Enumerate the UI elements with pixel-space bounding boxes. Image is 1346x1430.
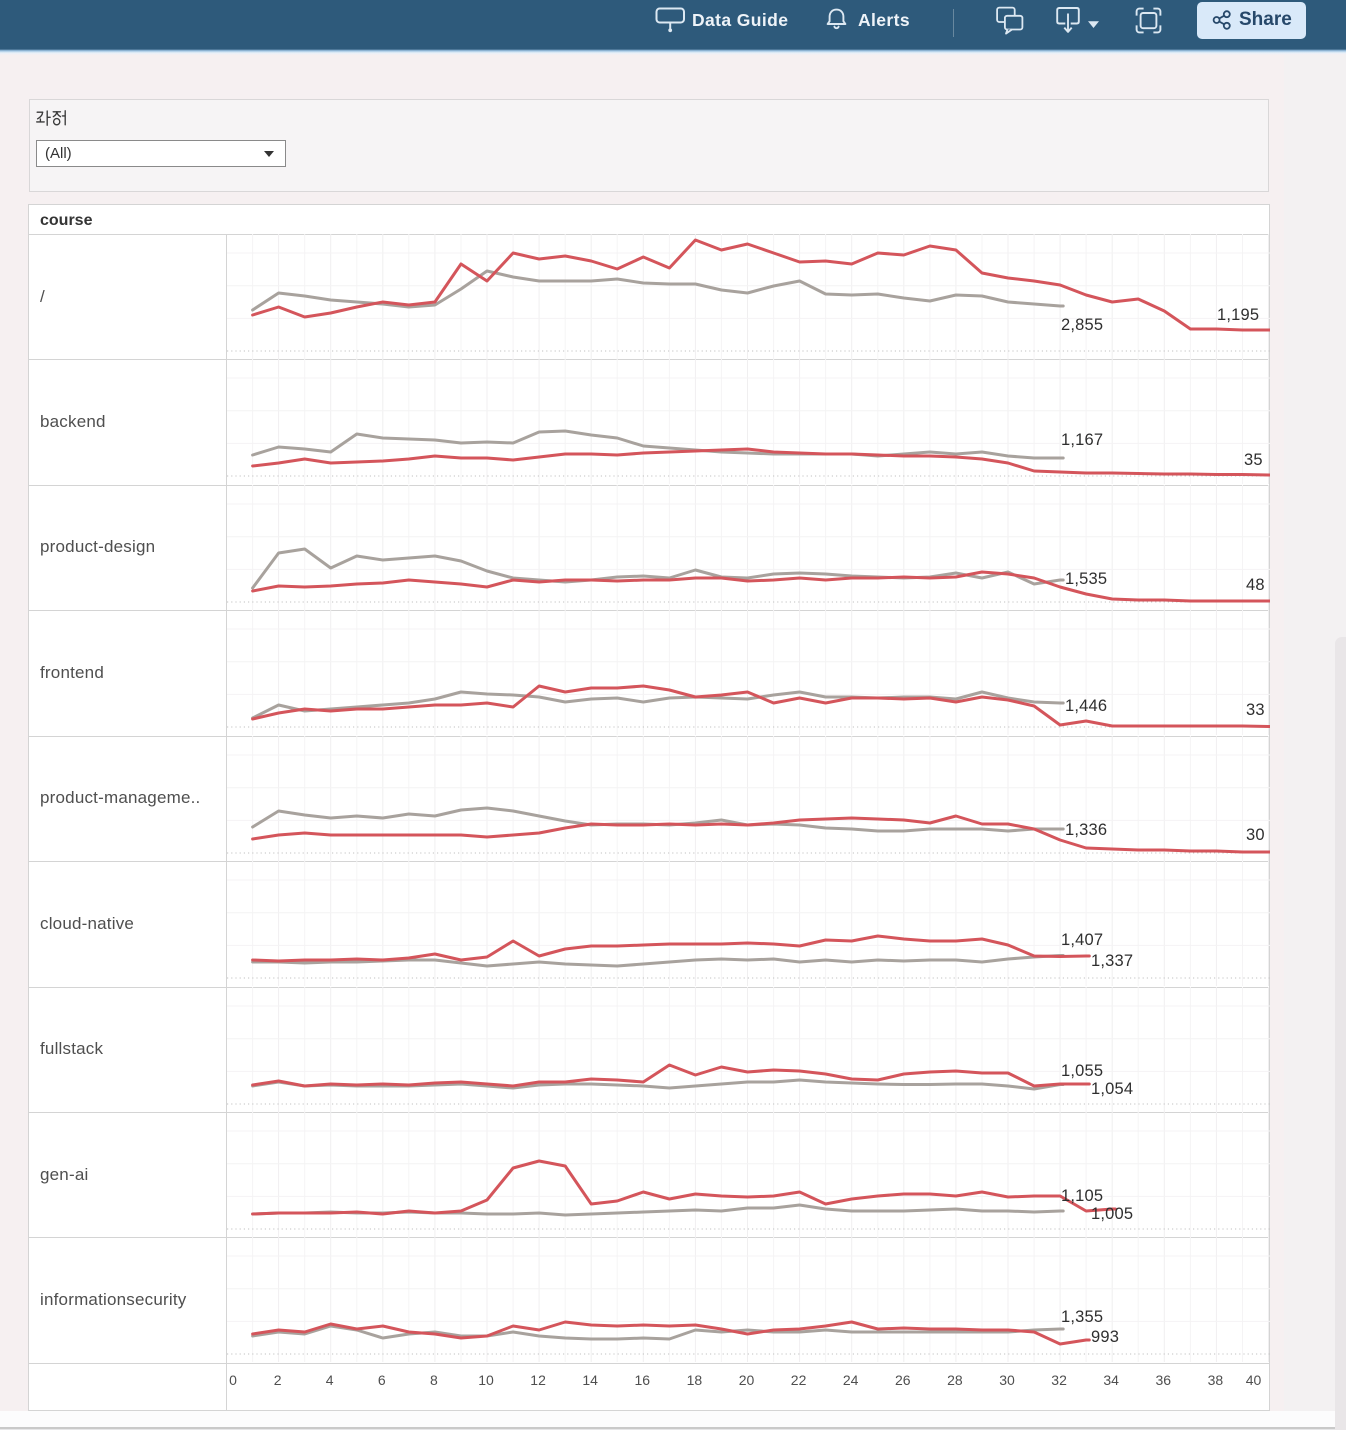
svg-text:1,535: 1,535: [1065, 570, 1107, 588]
svg-text:30: 30: [1246, 826, 1265, 844]
svg-text:35: 35: [1244, 451, 1263, 469]
svg-text:48: 48: [1246, 576, 1265, 594]
svg-text:1,407: 1,407: [1061, 931, 1103, 949]
svg-text:1,336: 1,336: [1065, 821, 1107, 839]
svg-text:2,855: 2,855: [1061, 316, 1103, 334]
svg-text:1,446: 1,446: [1065, 697, 1107, 715]
svg-text:1,055: 1,055: [1061, 1062, 1103, 1080]
svg-text:1,054: 1,054: [1091, 1080, 1133, 1098]
svg-text:1,005: 1,005: [1091, 1205, 1133, 1223]
svg-text:1,337: 1,337: [1091, 952, 1133, 970]
svg-text:1,195: 1,195: [1217, 306, 1259, 324]
svg-text:33: 33: [1246, 701, 1265, 719]
svg-text:1,167: 1,167: [1061, 431, 1103, 449]
svg-text:1,105: 1,105: [1061, 1187, 1103, 1205]
svg-text:1,355: 1,355: [1061, 1308, 1103, 1326]
svg-text:993: 993: [1091, 1328, 1119, 1346]
